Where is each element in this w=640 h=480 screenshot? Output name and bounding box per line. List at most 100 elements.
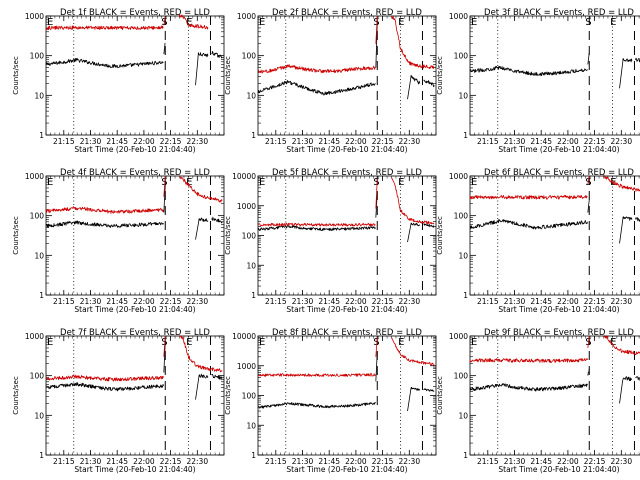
chart-panel-5: Det 5f BLACK = Events, RED = LLD 1 10 100 10… [224, 168, 437, 314]
series-line-lld [45, 374, 164, 382]
x-tick-label: 21:30 [504, 297, 526, 306]
x-tick-label: 21:30 [80, 297, 102, 306]
series-line-events [257, 80, 376, 96]
y-tick-label: 1 [463, 451, 468, 460]
series-line-lld [391, 15, 435, 70]
chart-title: Det 4f BLACK = Events, RED = LLD [60, 168, 210, 178]
x-tick-label: 21:45 [530, 457, 552, 466]
x-tick-label: 22:15 [584, 457, 606, 466]
series-line-events [375, 351, 378, 382]
y-tick-label: 100 [242, 392, 257, 401]
series-lld [257, 337, 435, 377]
x-axis-label: Start Time (20-Feb-10 21:04:40) [74, 305, 195, 314]
series-line-events [45, 220, 164, 228]
series-line-lld [391, 177, 435, 225]
series-line-events [163, 42, 166, 55]
x-tick-label: 22:00 [133, 297, 155, 306]
x-tick-label: 22:30 [186, 137, 208, 146]
x-tick-label: 21:30 [504, 457, 526, 466]
series-line-lld [163, 16, 166, 26]
y-axis-label: Counts/sec [436, 376, 444, 415]
series-line-lld [45, 206, 164, 214]
x-tick-label: 22:15 [584, 297, 606, 306]
y-tick-label: 10 [34, 91, 44, 100]
x-tick-label: 21:30 [292, 297, 314, 306]
x-tick-label: 21:15 [477, 297, 499, 306]
x-tick-label: 22:30 [398, 297, 420, 306]
series-line-events [587, 199, 590, 213]
series-line-events [211, 50, 223, 59]
series-line-events [423, 79, 435, 88]
event-marker-e: E [47, 337, 53, 348]
series-line-events [211, 216, 223, 224]
series-events [257, 22, 435, 100]
plot-frame [257, 15, 437, 136]
series-line-lld [179, 175, 223, 203]
series-lld [469, 335, 640, 363]
x-tick-label: 22:00 [345, 297, 367, 306]
y-tick-label: 10 [34, 251, 44, 260]
x-tick-label: 21:45 [530, 297, 552, 306]
x-tick-label: 22:00 [133, 457, 155, 466]
y-axis-label: Counts/sec [224, 56, 232, 95]
x-tick-label: 21:15 [53, 297, 75, 306]
event-marker-e: E [186, 17, 192, 28]
event-marker-e: E [471, 17, 477, 28]
x-tick-label: 21:30 [504, 137, 526, 146]
y-tick-label: 10 [458, 411, 468, 420]
series-line-events [407, 386, 421, 412]
y-axis-label: Counts/sec [224, 216, 232, 255]
event-marker-e: E [47, 177, 53, 188]
series-line-events [45, 382, 164, 392]
x-axis-label: Start Time (20-Feb-10 21:04:40) [74, 145, 195, 154]
series-line-lld [587, 175, 590, 184]
y-tick-label: 1000 [25, 332, 44, 341]
x-tick-label: 21:45 [318, 457, 340, 466]
y-tick-label: 1000 [25, 172, 44, 181]
x-tick-label: 22:00 [557, 297, 579, 306]
series-line-events [635, 217, 640, 222]
series-line-lld [179, 335, 223, 373]
plot-frame [257, 175, 437, 296]
series-line-lld [375, 15, 378, 44]
x-axis-label: Start Time (20-Feb-10 21:04:40) [498, 145, 619, 154]
y-tick-label: 1 [463, 291, 468, 300]
series-line-lld [163, 175, 166, 197]
y-tick-label: 10 [458, 251, 468, 260]
x-axis-label: Start Time (20-Feb-10 21:04:40) [74, 465, 195, 474]
chart-panel-9: Det 9f BLACK = Events, RED = LLD 1 10 100 10… [436, 328, 640, 474]
x-tick-label: 22:30 [610, 457, 632, 466]
y-tick-label: 100 [242, 232, 257, 241]
x-tick-label: 21:15 [53, 457, 75, 466]
y-axis-label: Counts/sec [12, 56, 20, 95]
event-marker-s: S [585, 17, 591, 28]
x-tick-label: 22:00 [345, 457, 367, 466]
x-tick-label: 21:30 [292, 137, 314, 146]
series-line-events [469, 218, 588, 230]
series-lld [45, 335, 223, 382]
series-line-lld [163, 335, 166, 357]
y-tick-label: 1 [251, 291, 256, 300]
series-line-events [195, 373, 209, 400]
chart-title: Det 2f BLACK = Events, RED = LLD [272, 8, 422, 18]
series-lld [257, 15, 435, 74]
plot-frame [469, 15, 640, 136]
series-line-events [407, 74, 421, 100]
series-lld [257, 177, 435, 227]
series-events [469, 52, 640, 89]
event-marker-e: E [259, 337, 265, 348]
event-marker-e: E [259, 177, 265, 188]
plot-frame [469, 175, 640, 296]
plot-frame [257, 335, 437, 456]
x-tick-label: 21:30 [80, 457, 102, 466]
x-tick-label: 22:15 [372, 457, 394, 466]
series-line-events [195, 52, 209, 86]
series-line-events [423, 223, 435, 228]
series-line-lld [179, 14, 209, 30]
y-tick-label: 10 [246, 91, 256, 100]
event-marker-e: E [471, 177, 477, 188]
x-tick-label: 22:00 [557, 137, 579, 146]
series-line-lld [603, 335, 640, 356]
y-tick-label: 1 [39, 131, 44, 140]
series-line-lld [257, 222, 376, 227]
